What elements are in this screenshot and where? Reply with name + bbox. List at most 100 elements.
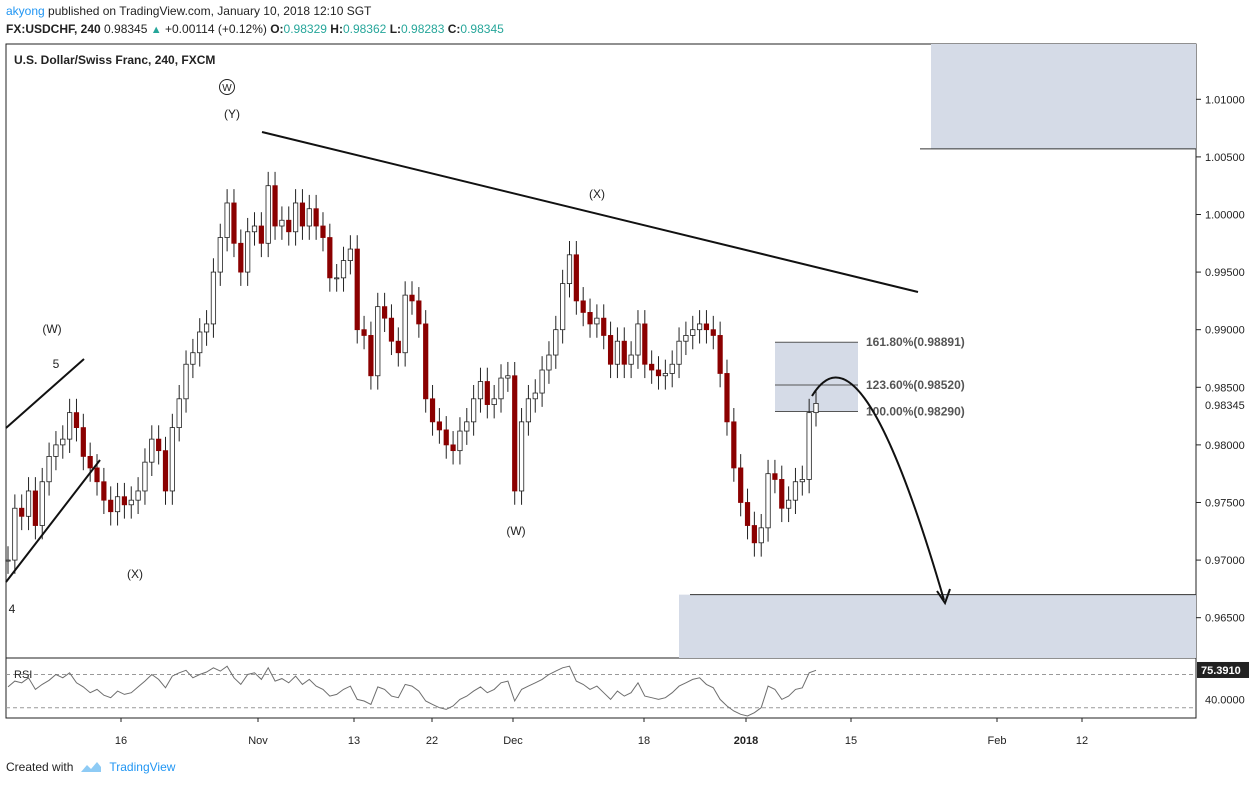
candle-body — [306, 208, 312, 227]
candle-body — [669, 363, 675, 374]
candle-body — [73, 412, 80, 429]
candle-body — [744, 502, 751, 526]
candle-body — [5, 559, 11, 562]
wave-label: (W) — [42, 322, 61, 336]
x-tick-label: 13 — [348, 735, 360, 747]
wedge-upper-line[interactable] — [5, 358, 85, 429]
wave-label: (W) — [506, 524, 525, 538]
candle-body — [409, 294, 415, 302]
candle-body — [224, 202, 230, 238]
current-price-tag — [1197, 397, 1256, 414]
candle-body — [642, 323, 648, 365]
candle-body — [327, 237, 333, 279]
fib-level-label: 161.80%(0.98891) — [866, 335, 965, 349]
last-price: 0.98345 — [104, 22, 148, 36]
candle-body — [580, 300, 586, 313]
rsi-value-tag — [1197, 661, 1249, 678]
candle-body — [265, 185, 271, 244]
candle-body — [395, 340, 401, 354]
candle-body — [683, 335, 689, 342]
candle-body — [121, 496, 128, 506]
candle-body — [108, 499, 114, 513]
wave-labels: (W) 5 4 (X) W (Y) (X) (W) — [9, 83, 605, 616]
candle-body — [279, 219, 285, 227]
x-tick-label: 15 — [845, 735, 857, 747]
wave-circle-icon — [219, 79, 235, 95]
candle-body — [183, 363, 189, 400]
upper-target-zone — [931, 44, 1196, 149]
candle-body — [347, 248, 353, 261]
wedge-lower-line[interactable] — [5, 459, 101, 583]
candle-body — [635, 323, 641, 356]
candle-body — [512, 375, 518, 492]
wave-label: (X) — [127, 567, 143, 581]
author-link[interactable]: akyong — [6, 4, 45, 18]
candle-body — [19, 507, 25, 517]
candle-body — [539, 369, 545, 394]
candle-body — [738, 467, 744, 503]
footer: Created with TradingView — [6, 760, 175, 774]
candle-body — [423, 323, 429, 400]
candle-body — [272, 185, 278, 227]
y-tick-label: 0.96500 — [1205, 613, 1245, 625]
y-tick-label: 0.99000 — [1205, 325, 1245, 337]
current-price-label: 0.98345 — [1205, 400, 1245, 412]
candle-body — [101, 481, 107, 501]
candle-body — [402, 294, 408, 354]
candle-body — [190, 352, 196, 365]
candle-body — [238, 242, 244, 273]
candle-body — [525, 398, 532, 423]
candle-body — [560, 283, 566, 331]
candle-body — [156, 438, 162, 452]
candle-body — [320, 225, 326, 238]
candle-body — [546, 354, 552, 371]
change-value: +0.00114 (+0.12%) — [165, 22, 267, 36]
rsi-label: RSI — [14, 669, 32, 681]
candle-body — [717, 335, 723, 374]
tradingview-link[interactable]: TradingView — [109, 760, 176, 774]
x-tick-label: 2018 — [734, 735, 758, 747]
ohlc-bar: FX:USDCHF, 240 0.98345 ▲ +0.00114 (+0.12… — [6, 22, 504, 36]
target-zones — [679, 44, 1196, 658]
candle-body — [491, 398, 497, 405]
candles — [5, 171, 819, 574]
candle-body — [286, 219, 292, 233]
y-tick-label: 0.97500 — [1205, 497, 1245, 509]
candle-body — [450, 444, 456, 452]
wave-label: (Y) — [224, 107, 240, 121]
candle-body — [340, 260, 347, 279]
x-tick-label: Feb — [988, 735, 1007, 747]
candle-body — [128, 499, 134, 506]
candle-body — [696, 323, 703, 331]
candle-body — [587, 312, 593, 325]
y-tick-label: 0.99500 — [1205, 267, 1245, 279]
candle-body — [258, 225, 264, 244]
y-tick-label: 0.98000 — [1205, 440, 1245, 452]
rsi-value-label: 75.3910 — [1201, 665, 1241, 677]
candle-body — [813, 403, 819, 414]
candle-body — [80, 427, 86, 457]
candle-body — [621, 340, 627, 365]
wave-label: 5 — [53, 357, 60, 371]
candle-body — [46, 456, 52, 483]
candle-body — [765, 473, 771, 529]
close-value: 0.98345 — [460, 22, 504, 36]
resistance-trendline[interactable] — [261, 131, 919, 293]
candle-body — [772, 473, 778, 480]
candle-body — [505, 375, 511, 379]
x-tick-label: 12 — [1076, 735, 1088, 747]
candle-body — [484, 381, 490, 405]
projection-arrow[interactable] — [811, 376, 945, 601]
candle-body — [231, 202, 237, 244]
tradingview-logo-icon — [81, 762, 102, 772]
candle-body — [67, 412, 73, 440]
high-value: 0.98362 — [342, 22, 387, 36]
chart-title: U.S. Dollar/Swiss Franc, 240, FXCM — [14, 53, 215, 67]
y-tick-label: 1.00500 — [1205, 152, 1245, 164]
candle-body — [443, 429, 449, 446]
candle-body — [149, 438, 155, 463]
candle-body — [498, 377, 504, 400]
x-tick-label: 18 — [638, 735, 650, 747]
candle-body — [251, 225, 258, 233]
